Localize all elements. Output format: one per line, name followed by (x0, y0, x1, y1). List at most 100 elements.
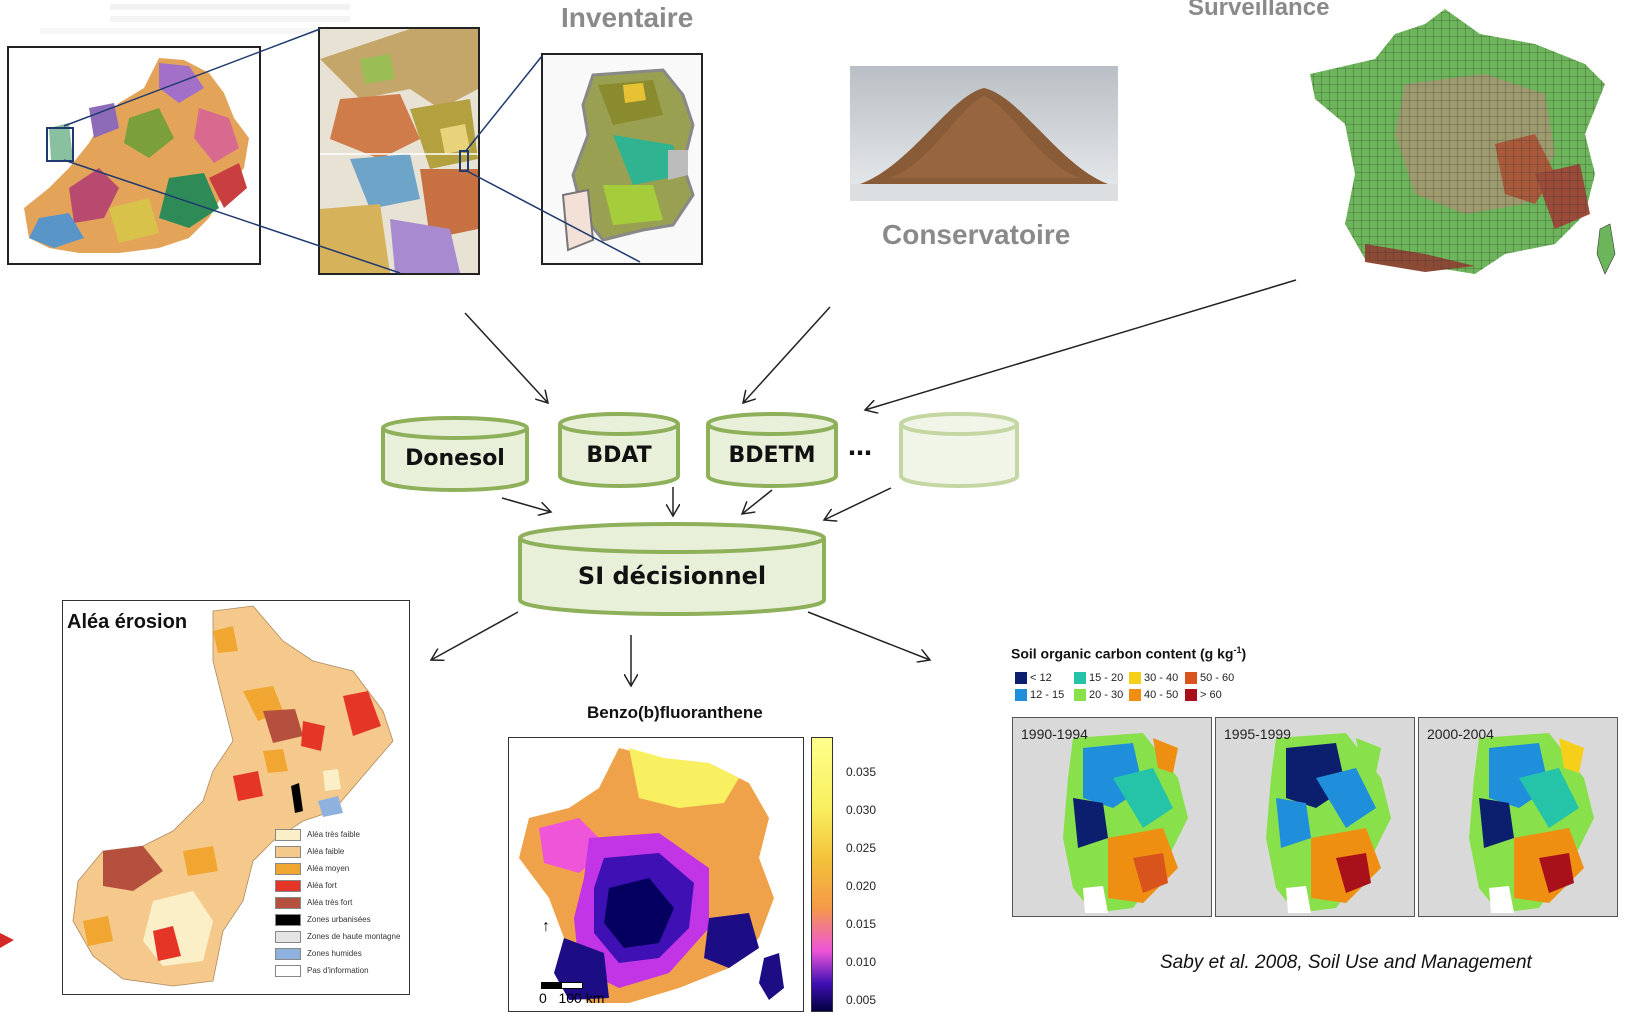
erosion-legend-item: Zones humides (275, 945, 400, 962)
soc-title-superscript: -1 (1233, 645, 1242, 655)
soc-title: Soil organic carbon content (g kg-1) (1011, 645, 1246, 662)
legend-swatch (1074, 689, 1086, 701)
legend-label: 15 - 20 (1089, 672, 1124, 684)
erosion-legend-item: Aléa fort (275, 877, 400, 894)
erosion-legend-item: Pas d'information (275, 962, 400, 979)
legend-label: Zones humides (307, 949, 362, 958)
surveillance-label: Surveillance (1188, 0, 1330, 21)
arrow-extra-to-si (824, 487, 892, 520)
legend-label: > 60 (1200, 689, 1222, 701)
regional-soil-map-graphic (24, 58, 249, 253)
soc-legend-item: < 12 (1015, 672, 1052, 684)
soc-legend-item: 20 - 30 (1074, 689, 1123, 701)
colorbar-tick: 0.030 (846, 803, 877, 817)
zoom-line (63, 159, 401, 274)
faint-header-decoration (40, 0, 350, 40)
citation: Saby et al. 2008, Soil Use and Managemen… (1160, 952, 1532, 973)
france-grid-map (1305, 4, 1627, 294)
legend-swatch (275, 845, 301, 858)
benzo-map-panel: ↑ 0 100 km (508, 737, 804, 1012)
zoom-line (464, 169, 641, 263)
soc-period-label: 1995-1999 (1224, 726, 1291, 742)
legend-swatch (1015, 672, 1027, 684)
arrow-donesol-to-si (501, 497, 551, 512)
legend-label: 12 - 15 (1030, 689, 1065, 701)
erosion-legend-item: Zones de haute montagne (275, 928, 400, 945)
db-bdetm (706, 412, 838, 488)
zoomed-soil-map-graphic (320, 29, 478, 273)
soc-map-panel-2: 1995-1999 (1215, 717, 1415, 917)
erosion-legend-item: Aléa moyen (275, 860, 400, 877)
benzo-map-graphic (519, 748, 784, 1003)
db-bdetm-label: BDETM (728, 443, 816, 468)
soc-legend-item: 12 - 15 (1015, 689, 1064, 701)
legend-label: Pas d'information (307, 966, 369, 975)
conservatoire-label: Conservatoire (882, 219, 1071, 250)
legend-label: Aléa très fort (307, 898, 353, 907)
soc-title-end: ) (1241, 645, 1247, 662)
db-si-label: SI décisionnel (577, 562, 767, 590)
red-arrow-fragment (0, 933, 14, 948)
legend-label: Aléa faible (307, 847, 345, 856)
legend-swatch (275, 964, 301, 977)
benzo-colorbar (811, 737, 833, 1012)
zoom-line (464, 55, 543, 153)
benzo-scale-bar (541, 982, 583, 989)
zoom-line (63, 28, 321, 127)
arrow-conservatoire-to-db (743, 306, 831, 403)
db-donesol-label: Donesol (405, 446, 505, 471)
arrow-surveillance-to-db (865, 279, 1297, 410)
erosion-legend: Aléa très faible Aléa faible Aléa moyen … (275, 826, 400, 979)
legend-swatch (275, 930, 301, 943)
erosion-legend-item: Aléa très fort (275, 894, 400, 911)
soc-legend-item: 50 - 60 (1185, 672, 1234, 684)
zoom-box (459, 150, 469, 172)
colorbar-tick: 0.015 (846, 917, 877, 931)
zoom-connector-lines (63, 28, 641, 274)
legend-label: Aléa très faible (307, 830, 360, 839)
erosion-legend-item: Zones urbanisées (275, 911, 400, 928)
soc-title-text: Soil organic carbon content (g kg (1011, 645, 1234, 662)
db-ellipsis: … (848, 433, 872, 461)
flow-arrows (0, 279, 1297, 700)
colorbar-tick: 0.035 (846, 765, 877, 779)
legend-swatch (1185, 689, 1197, 701)
db-donesol (381, 416, 529, 492)
soc-legend-item: 15 - 20 (1074, 672, 1123, 684)
erosion-map-title: Aléa érosion (67, 611, 188, 634)
legend-swatch (275, 879, 301, 892)
soc-legend-item: 30 - 40 (1129, 672, 1178, 684)
legend-label: < 12 (1030, 672, 1052, 684)
soil-sample-photo (850, 66, 1118, 201)
france-grid-map-graphic (1310, 9, 1616, 275)
legend-label: Aléa moyen (307, 864, 350, 873)
soc-map-graphic (1266, 733, 1391, 913)
legend-label: Zones urbanisées (307, 915, 371, 924)
colorbar-tick: 0.005 (846, 993, 877, 1007)
erosion-legend-item: Aléa très faible (275, 826, 400, 843)
north-arrow-icon: ↑ (542, 918, 550, 935)
arrow-si-to-soc (807, 611, 930, 660)
soc-period-label: 2000-2004 (1427, 726, 1494, 742)
soc-map-graphic (1063, 733, 1188, 913)
legend-swatch (275, 862, 301, 875)
arrow-si-to-erosion (431, 611, 519, 660)
legend-swatch (275, 828, 301, 841)
soc-legend-item: 40 - 50 (1129, 689, 1178, 701)
zoomed-soil-map (318, 27, 480, 275)
soc-map-panel-1: 1990-1994 (1012, 717, 1212, 917)
db-bdat-label: BDAT (586, 443, 652, 468)
db-bdat (558, 412, 680, 488)
erosion-legend-item: Aléa faible (275, 843, 400, 860)
colorbar-tick: 0.020 (846, 879, 877, 893)
legend-label: 40 - 50 (1144, 689, 1179, 701)
inventaire-label: Inventaire (561, 2, 694, 33)
legend-label: Aléa fort (307, 881, 337, 890)
db-si-decisionnel (518, 522, 826, 616)
legend-swatch (1129, 689, 1141, 701)
regional-soil-map (7, 46, 261, 265)
soc-map-graphic (1469, 733, 1594, 913)
benzo-scale-label: 0 100 km (539, 990, 605, 1006)
soc-legend-item: > 60 (1185, 689, 1222, 701)
legend-label: 30 - 40 (1144, 672, 1179, 684)
